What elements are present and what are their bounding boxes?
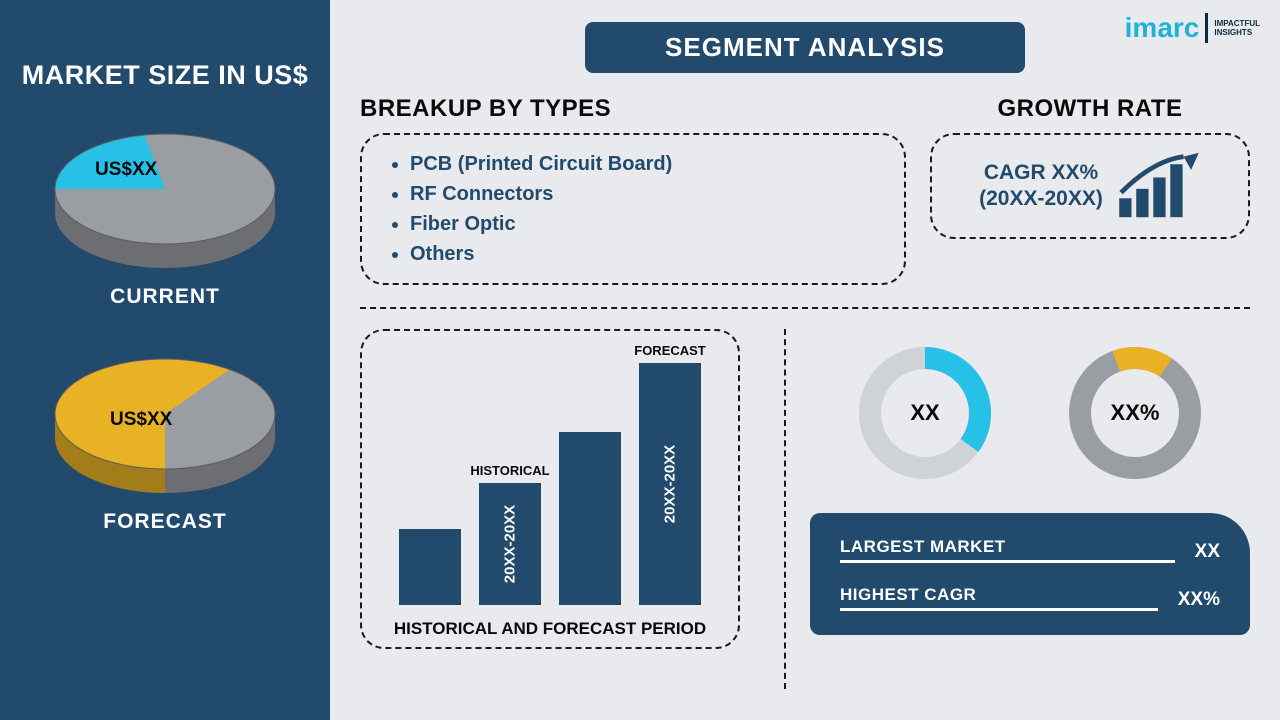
stat-value-largest: XX — [1195, 541, 1220, 563]
sidebar-title: MARKET SIZE IN US$ — [22, 60, 309, 91]
growth-arrow-icon — [1115, 151, 1201, 221]
breakup-item: RF Connectors — [410, 179, 878, 209]
bar: FORECAST20XX-20XX — [639, 363, 701, 605]
breakup-section: BREAKUP BY TYPES PCB (Printed Circuit Bo… — [360, 95, 906, 285]
divider-vertical — [784, 329, 786, 689]
stat-label-highest: HIGHEST CAGR — [840, 585, 1158, 611]
pie-current-label: US$XX — [95, 159, 157, 181]
segment-banner: SEGMENT ANALYSIS — [585, 22, 1025, 73]
hist-caption: HISTORICAL AND FORECAST PERIOD — [362, 619, 738, 639]
breakup-item: Fiber Optic — [410, 209, 878, 239]
growth-box: CAGR XX% (20XX-20XX) — [930, 133, 1250, 239]
sidebar: MARKET SIZE IN US$ US$XX CURRENT US$XX F… — [0, 0, 330, 720]
logo: imarc IMPACTFUL INSIGHTS — [1125, 12, 1260, 44]
pie-current-svg — [45, 119, 285, 279]
stat-row-largest: LARGEST MARKET XX — [840, 537, 1220, 563]
bottom-row: HISTORICAL20XX-20XXFORECAST20XX-20XX HIS… — [330, 309, 1280, 709]
donut-2-value: XX% — [1065, 343, 1205, 483]
growth-heading: GROWTH RATE — [930, 95, 1250, 123]
growth-section: GROWTH RATE CAGR XX% (20XX-20XX) — [930, 95, 1250, 239]
bar — [559, 432, 621, 605]
stat-label-largest: LARGEST MARKET — [840, 537, 1175, 563]
bar: HISTORICAL20XX-20XX — [479, 483, 541, 605]
bar-inner-label: 20XX-20XX — [662, 445, 679, 523]
top-row: BREAKUP BY TYPES PCB (Printed Circuit Bo… — [330, 73, 1280, 285]
breakup-heading: BREAKUP BY TYPES — [360, 95, 906, 123]
pie-current-caption: CURRENT — [110, 285, 220, 309]
pie-current: US$XX — [45, 119, 285, 279]
breakup-item: PCB (Printed Circuit Board) — [410, 149, 878, 179]
pie-forecast-label: US$XX — [110, 409, 172, 431]
logo-sub: IMPACTFUL INSIGHTS — [1214, 19, 1260, 37]
stat-row-highest: HIGHEST CAGR XX% — [840, 585, 1220, 611]
donuts-row: XX XX% — [810, 343, 1250, 483]
root: MARKET SIZE IN US$ US$XX CURRENT US$XX F… — [0, 0, 1280, 720]
growth-text: CAGR XX% (20XX-20XX) — [979, 160, 1103, 212]
donut-1-value: XX — [855, 343, 995, 483]
main: imarc IMPACTFUL INSIGHTS SEGMENT ANALYSI… — [330, 0, 1280, 720]
donut-1: XX — [855, 343, 995, 483]
breakup-item: Others — [410, 239, 878, 269]
hist-box: HISTORICAL20XX-20XXFORECAST20XX-20XX HIS… — [360, 329, 740, 649]
bar-top-label: HISTORICAL — [470, 463, 549, 478]
pie-forecast: US$XX — [45, 344, 285, 504]
stat-card: LARGEST MARKET XX HIGHEST CAGR XX% — [810, 513, 1250, 635]
bar — [399, 529, 461, 606]
bar-inner-label: 20XX-20XX — [502, 505, 519, 583]
pie-forecast-caption: FORECAST — [103, 510, 227, 534]
stat-value-highest: XX% — [1178, 589, 1220, 611]
bar-chart: HISTORICAL20XX-20XXFORECAST20XX-20XX — [362, 350, 738, 605]
breakup-box: PCB (Printed Circuit Board)RF Connectors… — [360, 133, 906, 285]
donut-2: XX% — [1065, 343, 1205, 483]
stats-section: XX XX% LARGEST MARKET XX HIGHEST CAGR XX… — [810, 329, 1250, 709]
logo-text: imarc — [1125, 12, 1200, 44]
bar-top-label: FORECAST — [634, 343, 706, 358]
logo-divider — [1205, 13, 1208, 43]
breakup-list: PCB (Printed Circuit Board)RF Connectors… — [388, 149, 878, 269]
hist-section: HISTORICAL20XX-20XXFORECAST20XX-20XX HIS… — [360, 329, 760, 709]
